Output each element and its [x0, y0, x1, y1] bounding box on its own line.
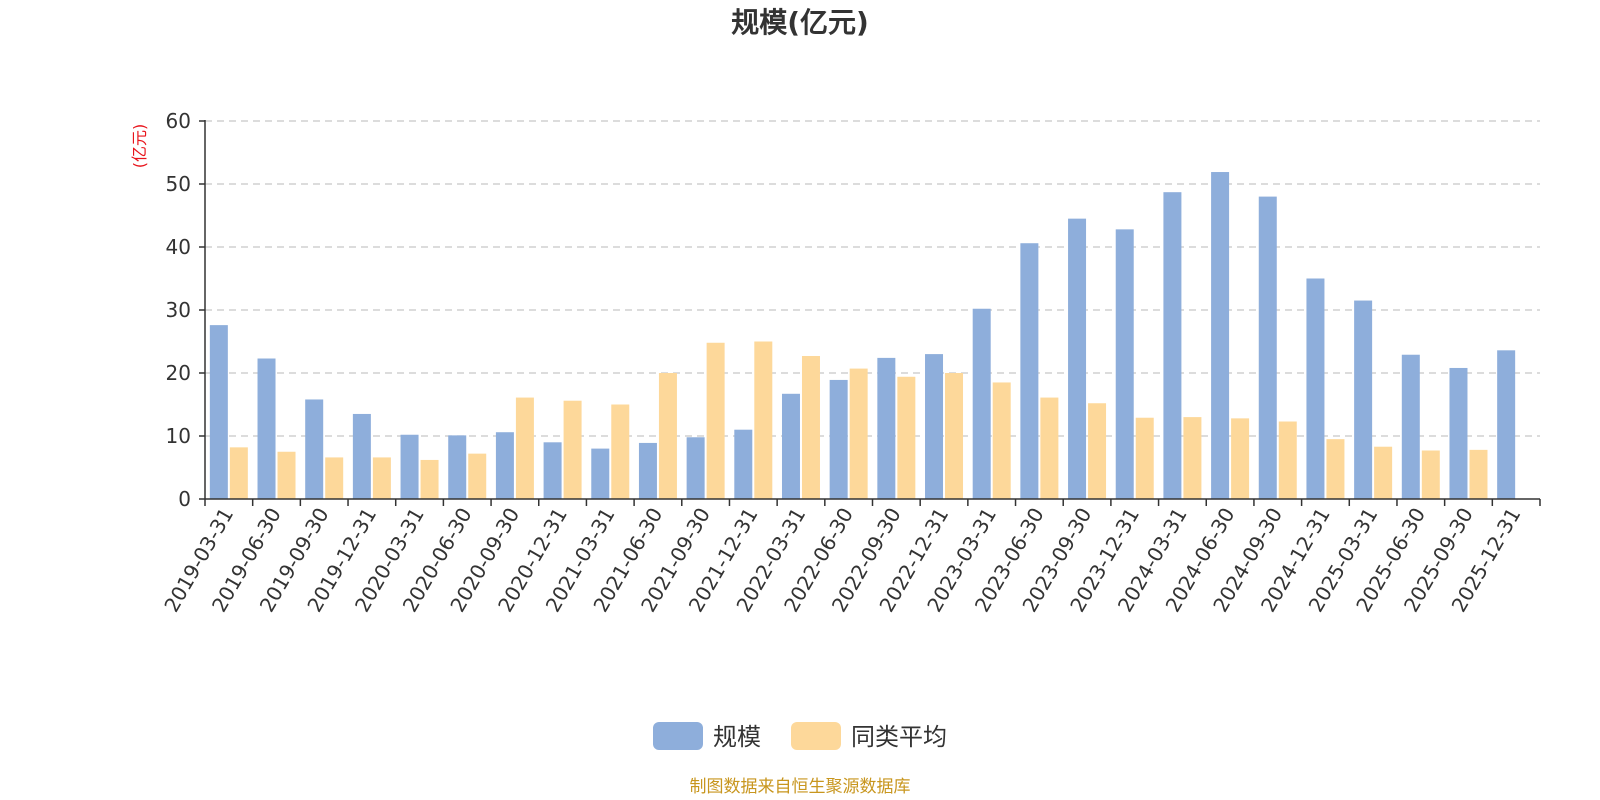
bar-peer-average: [658, 373, 677, 499]
bar-peer-average: [229, 447, 248, 499]
legend-label: 规模: [713, 723, 761, 751]
bar-scale: [1020, 243, 1039, 499]
bar-peer-average: [1183, 417, 1202, 499]
bar-scale: [495, 432, 514, 499]
legend: 规模 同类平均: [653, 722, 947, 751]
bar-peer-average: [325, 457, 344, 499]
bar-peer-average: [563, 400, 582, 499]
bar-peer-average: [897, 376, 916, 499]
bar-scale: [925, 354, 944, 499]
bar-peer-average: [801, 355, 820, 499]
bar-scale: [781, 393, 800, 499]
bar-scale: [686, 437, 705, 499]
bar-scale: [1211, 172, 1230, 499]
bar-scale: [1068, 218, 1087, 499]
bar-scale: [1258, 196, 1277, 499]
bar-scale: [543, 442, 562, 499]
bar-peer-average: [849, 368, 868, 499]
bar-scale: [1163, 192, 1182, 499]
bar-scale: [638, 442, 657, 499]
bar-peer-average: [992, 382, 1011, 499]
bar-scale: [305, 399, 324, 499]
y-tick-label: 40: [166, 235, 191, 259]
legend-label: 同类平均: [851, 723, 947, 751]
chart-title: 规模(亿元): [731, 6, 869, 39]
bar-peer-average: [611, 404, 630, 499]
y-tick-label: 50: [166, 172, 191, 196]
bar-peer-average: [1326, 439, 1345, 499]
bar-peer-average: [1088, 403, 1107, 499]
bar-scale: [448, 435, 467, 499]
legend-swatch: [653, 722, 703, 750]
bar-scale: [877, 357, 896, 499]
bar-scale: [1306, 278, 1325, 499]
bar-peer-average: [1040, 397, 1059, 499]
bar-peer-average: [1231, 418, 1250, 499]
bar-peer-average: [277, 451, 296, 499]
y-tick-label: 0: [178, 487, 191, 511]
bar-scale: [1449, 367, 1468, 499]
y-tick-label: 60: [166, 109, 191, 133]
bar-peer-average: [1135, 417, 1154, 499]
grid-lines: [205, 120, 1540, 437]
bar-peer-average: [515, 397, 534, 499]
data-source-note: 制图数据来自恒生聚源数据库: [690, 777, 911, 797]
bar-peer-average: [1421, 450, 1440, 499]
bar-peer-average: [1278, 421, 1297, 499]
bar-scale: [257, 358, 276, 499]
bar-peer-average: [1374, 446, 1393, 499]
bars: [209, 172, 1516, 500]
bar-peer-average: [468, 453, 487, 499]
bar-scale: [352, 413, 371, 499]
bar-scale: [209, 325, 228, 499]
y-tick-label: 20: [166, 361, 191, 385]
y-axis-unit-label: (亿元): [130, 124, 149, 169]
bar-peer-average: [1469, 449, 1488, 499]
bar-scale: [591, 448, 610, 499]
bar-scale: [1115, 229, 1134, 500]
bar-peer-average: [372, 457, 391, 499]
bar-peer-average: [420, 459, 439, 499]
bar-scale: [1497, 350, 1516, 499]
y-tick-label: 30: [166, 298, 191, 322]
bar-peer-average: [706, 342, 725, 499]
axes: 01020304050602019-03-312019-06-302019-09…: [159, 109, 1541, 616]
bar-scale: [972, 308, 991, 499]
bar-scale: [1354, 300, 1373, 499]
bar-peer-average: [945, 373, 964, 499]
bar-peer-average: [754, 341, 773, 499]
bar-scale: [829, 379, 848, 499]
bar-scale: [734, 429, 753, 499]
legend-swatch: [791, 722, 841, 750]
bar-scale: [1401, 354, 1420, 499]
y-tick-label: 10: [166, 424, 191, 448]
bar-scale: [400, 434, 419, 499]
